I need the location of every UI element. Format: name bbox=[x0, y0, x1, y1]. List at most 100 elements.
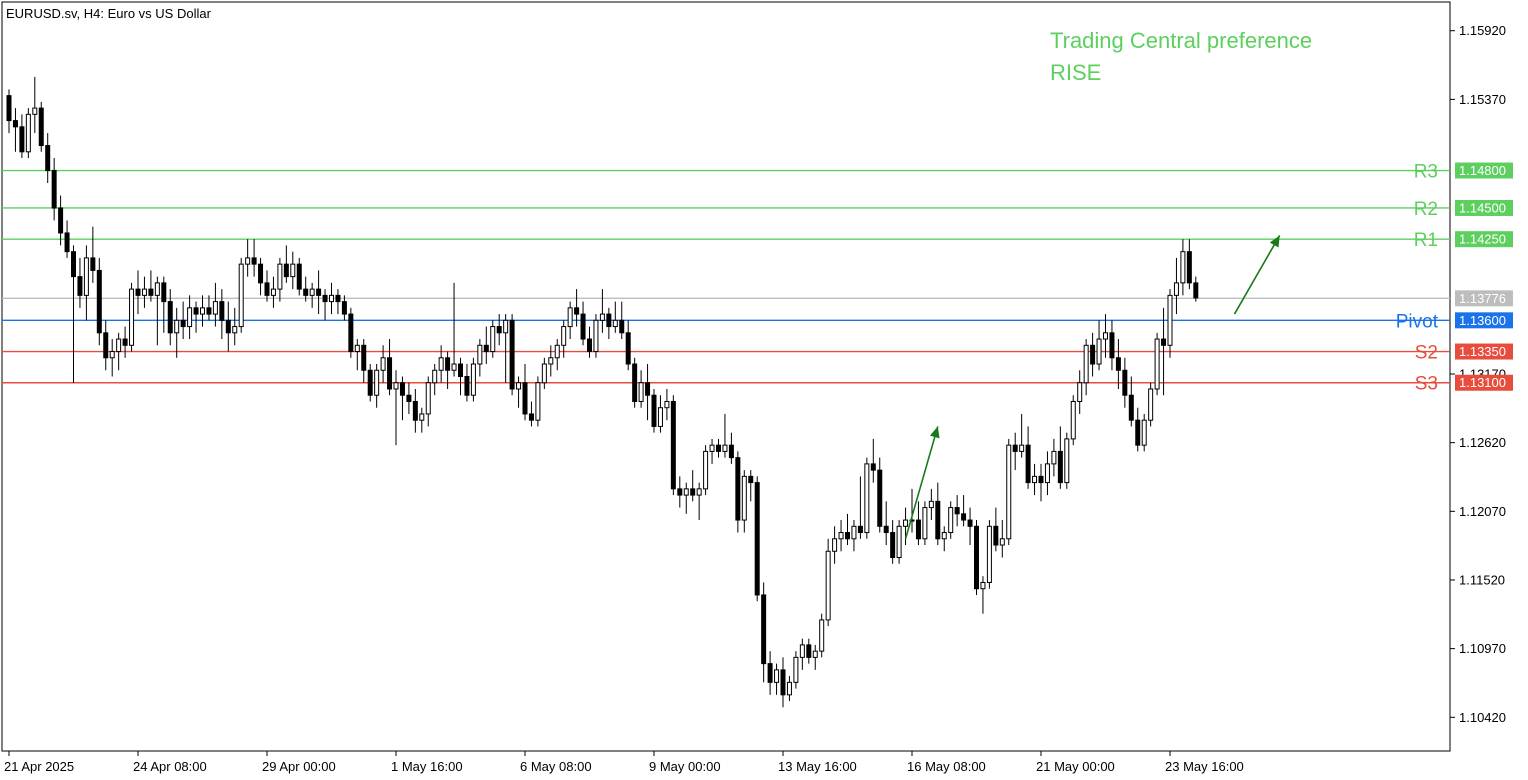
trend-arrow-shaft bbox=[904, 426, 939, 540]
candle bbox=[838, 520, 844, 552]
candle-body bbox=[335, 294, 341, 303]
candle-body bbox=[767, 663, 773, 683]
candle bbox=[593, 314, 599, 358]
candle-body bbox=[645, 382, 651, 396]
candle-body bbox=[1135, 419, 1141, 446]
candle-body bbox=[864, 463, 870, 534]
candle bbox=[922, 501, 928, 546]
candle bbox=[45, 133, 51, 184]
candle-body bbox=[896, 525, 902, 559]
candle-body bbox=[303, 288, 309, 296]
candle-body bbox=[122, 338, 128, 346]
candle bbox=[1161, 307, 1167, 396]
candle-body bbox=[309, 288, 315, 296]
level-price-tag-label: 1.13350 bbox=[1459, 344, 1506, 359]
candle bbox=[793, 651, 799, 689]
level-price-tag-label: 1.13600 bbox=[1459, 313, 1506, 328]
preference-line-2: RISE bbox=[1050, 60, 1101, 85]
candle bbox=[1051, 438, 1057, 477]
candle-body bbox=[509, 319, 515, 390]
candle-body bbox=[748, 475, 754, 484]
candle-body bbox=[651, 394, 657, 427]
candle bbox=[883, 501, 889, 546]
candle-body bbox=[928, 500, 934, 509]
level-price-tag bbox=[1455, 162, 1513, 179]
candle bbox=[393, 370, 399, 446]
candle-body bbox=[219, 301, 225, 321]
candle-body bbox=[296, 263, 302, 290]
level-name-r1: R1 bbox=[1414, 230, 1438, 251]
candle bbox=[587, 326, 592, 358]
candle bbox=[1109, 320, 1115, 371]
candle bbox=[1135, 407, 1141, 452]
candle-body bbox=[225, 319, 231, 334]
candle bbox=[219, 289, 225, 340]
candle bbox=[399, 376, 405, 421]
candle-body bbox=[32, 107, 38, 115]
candle bbox=[258, 257, 264, 296]
level-price-tag-label: 1.14800 bbox=[1459, 163, 1506, 178]
candle bbox=[928, 488, 934, 521]
candle bbox=[503, 314, 509, 383]
candle-body bbox=[709, 444, 715, 452]
time-axis: 21 Apr 2025 24 Apr 08:00 29 Apr 00:00 1 May… bbox=[4, 751, 1244, 774]
candle-body bbox=[1161, 338, 1167, 346]
candle-body bbox=[406, 394, 412, 402]
candle bbox=[277, 257, 283, 302]
candle bbox=[445, 351, 451, 389]
candle bbox=[580, 301, 586, 346]
candle bbox=[129, 282, 135, 352]
candle-body bbox=[180, 319, 186, 328]
candle bbox=[470, 357, 476, 402]
candle bbox=[722, 413, 728, 458]
candle bbox=[25, 108, 31, 159]
candle bbox=[283, 245, 289, 283]
candle-body bbox=[483, 344, 489, 353]
candle-body bbox=[77, 276, 83, 296]
candle bbox=[225, 301, 231, 352]
chart-symbol-label: EURUSD.sv, H4: Euro vs US Dollar bbox=[6, 6, 212, 21]
candle-body bbox=[232, 326, 238, 334]
candle bbox=[1103, 314, 1108, 358]
candle bbox=[412, 388, 418, 433]
candle bbox=[1180, 239, 1186, 296]
candle bbox=[270, 276, 276, 308]
candle bbox=[1186, 239, 1192, 290]
candle-body bbox=[890, 532, 896, 559]
candle-body bbox=[193, 307, 199, 315]
candle-body bbox=[986, 525, 992, 583]
plot-area bbox=[1, 1, 1451, 752]
candle-body bbox=[322, 294, 328, 303]
candle bbox=[1148, 382, 1154, 427]
candle-body bbox=[451, 363, 457, 371]
candle-body bbox=[1148, 388, 1154, 421]
level-price-tag bbox=[1455, 199, 1513, 216]
candle bbox=[161, 276, 167, 333]
time-tick-label: 9 May 00:00 bbox=[649, 759, 721, 774]
candle bbox=[12, 108, 18, 152]
candle bbox=[1070, 395, 1076, 446]
pivot-levels: R3 R2 R1 Pivot S2 S3 bbox=[2, 162, 1450, 395]
candle bbox=[645, 364, 651, 421]
candle-body bbox=[1032, 475, 1038, 484]
candle-body bbox=[967, 519, 973, 527]
candle-body bbox=[883, 525, 889, 534]
candle-body bbox=[354, 344, 360, 353]
candle bbox=[232, 307, 238, 346]
candle bbox=[716, 438, 721, 458]
candle bbox=[490, 320, 496, 358]
candle bbox=[19, 114, 25, 159]
time-tick-label: 16 May 08:00 bbox=[907, 759, 986, 774]
candle bbox=[528, 401, 534, 427]
candle-body bbox=[567, 307, 573, 328]
candle-body bbox=[270, 288, 276, 296]
candle bbox=[941, 526, 947, 552]
candle bbox=[806, 638, 812, 664]
candle bbox=[425, 376, 431, 427]
candle bbox=[786, 676, 792, 702]
candle bbox=[509, 314, 515, 396]
candle-body bbox=[683, 488, 689, 496]
level-price-tag bbox=[1455, 312, 1513, 329]
candle-body bbox=[838, 532, 844, 540]
candle bbox=[890, 520, 896, 564]
